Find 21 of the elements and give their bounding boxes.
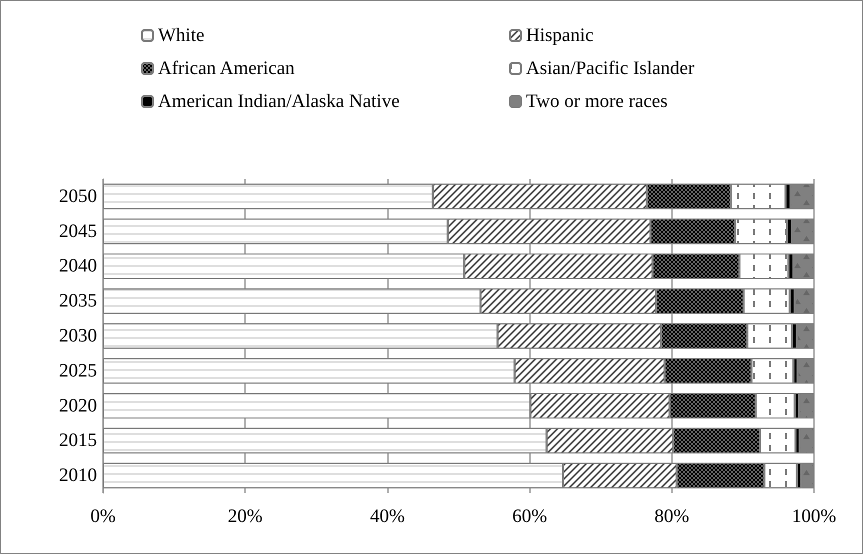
x-tick-label: 40%	[370, 506, 405, 527]
legend-label: African American	[158, 58, 296, 79]
legend-label: Hispanic	[526, 25, 594, 46]
legend-label: Asian/Pacific Islander	[526, 58, 695, 79]
legend-label: American Indian/Alaska Native	[158, 91, 400, 112]
y-tick-label: 2050	[59, 186, 97, 207]
y-tick-label: 2030	[59, 326, 97, 346]
y-tick-label: 2035	[59, 290, 97, 312]
x-tick-label: 20%	[228, 506, 263, 527]
y-tick-label: 2025	[59, 360, 97, 382]
y-tick-label: 2045	[59, 220, 97, 242]
x-tick-label: 60%	[512, 506, 548, 527]
x-tick-label: 0%	[90, 506, 116, 527]
x-tick-label: 100%	[792, 506, 836, 527]
x-tick-label: 80%	[654, 506, 690, 527]
y-tick-label: 2010	[59, 465, 97, 486]
y-tick-label: 2040	[59, 256, 97, 277]
legend-label: White	[158, 25, 204, 46]
y-tick-label: 2015	[59, 430, 97, 452]
y-tick-label: 2020	[59, 395, 97, 416]
legend-label: Two or more races	[526, 91, 668, 112]
